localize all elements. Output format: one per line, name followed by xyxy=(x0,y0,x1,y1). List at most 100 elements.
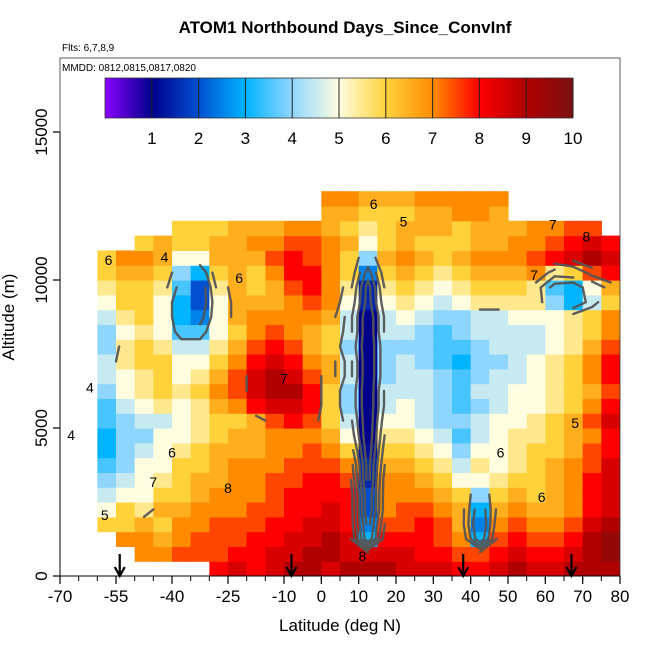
heat-cell xyxy=(489,531,509,547)
heat-cell xyxy=(470,354,490,370)
heat-cell xyxy=(545,531,565,547)
heat-cell xyxy=(228,516,248,533)
heat-cell xyxy=(396,309,416,325)
heat-cell xyxy=(209,502,229,518)
heat-cell xyxy=(470,220,490,237)
contour-label: 7 xyxy=(530,267,538,283)
heat-cell xyxy=(396,546,416,562)
heat-cell xyxy=(526,339,546,355)
heat-cell xyxy=(284,428,304,444)
heat-cell xyxy=(116,309,136,325)
heat-cell xyxy=(433,546,453,562)
heat-cell xyxy=(470,457,490,473)
heat-cell xyxy=(246,309,266,325)
heat-cell xyxy=(396,383,416,399)
colorbar-tick-label: 3 xyxy=(241,129,250,148)
heat-cell xyxy=(508,235,528,251)
heat-cell xyxy=(508,531,528,547)
heatmap-cells xyxy=(97,191,620,576)
heat-cell xyxy=(489,265,509,281)
heat-cell xyxy=(228,531,248,547)
heat-cell xyxy=(508,250,528,266)
heat-cell xyxy=(97,324,117,340)
heat-cell xyxy=(190,502,210,518)
heat-cell xyxy=(489,546,509,562)
heat-cell xyxy=(321,413,341,429)
heat-cell xyxy=(545,457,565,473)
heat-cell xyxy=(452,250,472,266)
heat-cell xyxy=(153,516,173,533)
heat-cell xyxy=(153,294,173,311)
heat-cell xyxy=(582,428,602,444)
heat-cell xyxy=(601,309,620,325)
heat-cell xyxy=(209,309,229,325)
heat-cell xyxy=(340,191,360,207)
heat-cell xyxy=(526,457,546,473)
heat-cell xyxy=(452,502,472,518)
heat-cell xyxy=(433,428,453,444)
heat-cell xyxy=(302,546,322,562)
heat-cell xyxy=(489,324,509,340)
heat-cell xyxy=(302,487,322,503)
heat-cell xyxy=(97,265,117,281)
heat-cell xyxy=(489,191,509,207)
heat-cell xyxy=(396,561,416,576)
heat-cell xyxy=(209,442,229,459)
heat-cell xyxy=(153,531,173,547)
heat-cell xyxy=(452,191,472,207)
x-tick-label: 70 xyxy=(573,587,592,606)
heat-cell xyxy=(265,235,285,251)
heat-cell xyxy=(321,354,341,370)
heat-cell xyxy=(470,398,490,414)
heat-cell xyxy=(433,442,453,459)
heat-cell xyxy=(545,235,565,251)
heat-cell xyxy=(414,457,434,473)
heat-cell xyxy=(116,250,136,266)
heat-cell xyxy=(526,531,546,547)
heat-cell xyxy=(414,398,434,414)
contour-label: 5 xyxy=(101,507,109,523)
heat-cell xyxy=(228,546,248,562)
heat-cell xyxy=(302,294,322,311)
heat-cell xyxy=(582,561,602,576)
heat-cell xyxy=(545,516,565,533)
heat-cell xyxy=(302,531,322,547)
heat-cell xyxy=(582,383,602,399)
heat-cell xyxy=(228,487,248,503)
heat-cell xyxy=(601,546,620,562)
heat-cell xyxy=(377,428,397,444)
heat-cell xyxy=(396,457,416,473)
heat-cell xyxy=(508,442,528,459)
heat-cell xyxy=(433,368,453,385)
heat-cell xyxy=(452,235,472,251)
dates-subtitle: MMDD: 0812,0815,0817,0820 xyxy=(62,63,196,74)
heat-cell xyxy=(172,354,192,370)
heat-cell xyxy=(172,339,192,355)
colorbar-tick-label: 9 xyxy=(521,129,530,148)
heat-cell xyxy=(265,324,285,340)
heat-cell xyxy=(228,368,248,385)
heat-cell xyxy=(97,457,117,473)
heat-cell xyxy=(564,368,584,385)
heat-cell xyxy=(153,457,173,473)
heat-cell xyxy=(582,250,602,266)
heat-cell xyxy=(321,442,341,459)
heat-cell xyxy=(228,502,248,518)
heat-cell xyxy=(396,191,416,207)
heat-cell xyxy=(265,516,285,533)
heat-cell xyxy=(209,294,229,311)
heat-cell xyxy=(190,442,210,459)
heat-cell xyxy=(116,265,136,281)
heat-cell xyxy=(564,472,584,488)
heat-cell xyxy=(190,546,210,562)
heat-cell xyxy=(190,324,210,340)
heat-cell xyxy=(153,368,173,385)
heat-cell xyxy=(452,206,472,222)
heat-cell xyxy=(284,294,304,311)
heat-cell xyxy=(209,324,229,340)
heat-cell xyxy=(508,546,528,562)
heat-cell xyxy=(414,265,434,281)
heat-cell xyxy=(508,398,528,414)
